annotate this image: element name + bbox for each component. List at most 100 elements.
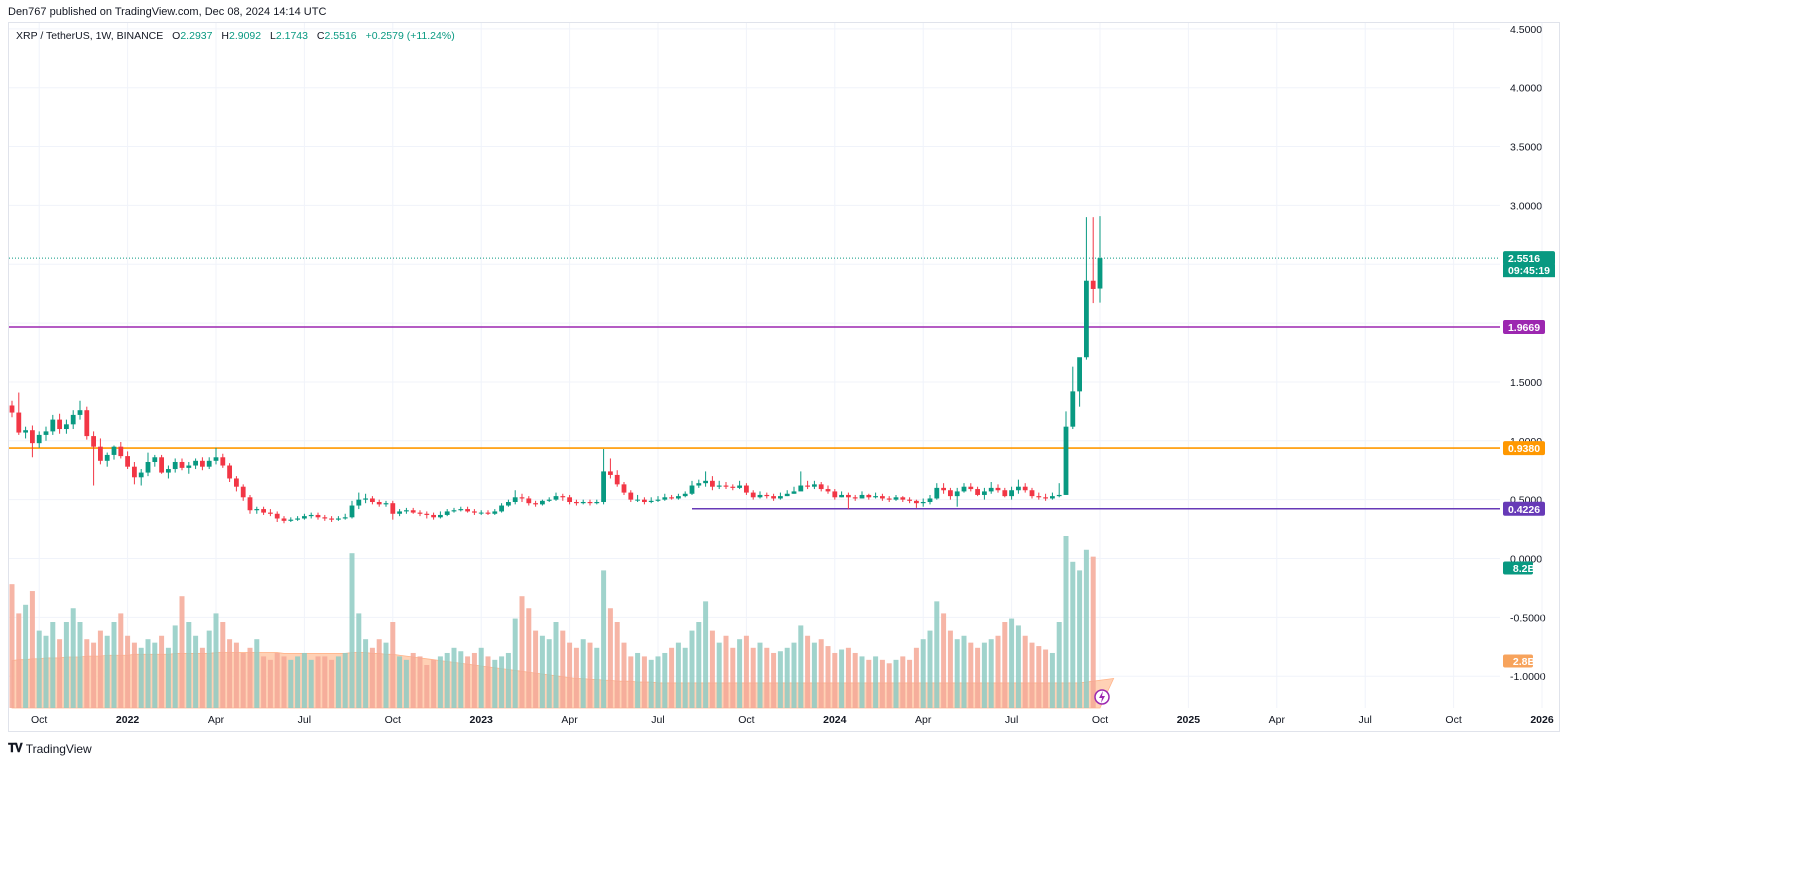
candle-body[interactable] xyxy=(900,497,906,500)
candle-body[interactable] xyxy=(574,502,579,504)
candle-body[interactable] xyxy=(30,430,35,444)
candle-body[interactable] xyxy=(1043,497,1048,499)
candle-body[interactable] xyxy=(179,461,185,468)
candle-body[interactable] xyxy=(512,497,518,503)
candle-body[interactable] xyxy=(166,469,171,473)
candle-body[interactable] xyxy=(1056,494,1062,497)
candle-body[interactable] xyxy=(200,460,205,467)
candle-body[interactable] xyxy=(730,486,736,488)
candle-body[interactable] xyxy=(240,486,246,498)
candle-body[interactable] xyxy=(349,505,355,518)
candle-body[interactable] xyxy=(852,497,858,499)
candle-body[interactable] xyxy=(716,485,722,487)
candle-body[interactable] xyxy=(676,496,681,499)
candle-body[interactable] xyxy=(982,491,987,495)
candle-body[interactable] xyxy=(662,497,668,500)
candle-body[interactable] xyxy=(145,461,151,473)
candle-body[interactable] xyxy=(1002,490,1008,497)
candle-body[interactable] xyxy=(642,499,647,503)
candle-body[interactable] xyxy=(329,518,334,520)
candle-body[interactable] xyxy=(594,502,600,504)
candle-body[interactable] xyxy=(274,513,280,519)
candle-body[interactable] xyxy=(1016,486,1021,491)
candle-body[interactable] xyxy=(485,512,491,514)
candle-body[interactable] xyxy=(1050,496,1055,499)
candle-body[interactable] xyxy=(975,489,980,495)
candle-body[interactable] xyxy=(193,460,198,466)
candle-body[interactable] xyxy=(587,502,593,504)
candle-body[interactable] xyxy=(907,499,912,501)
candle-body[interactable] xyxy=(9,405,15,413)
candle-body[interactable] xyxy=(914,500,919,504)
candle-body[interactable] xyxy=(920,502,926,504)
candle-body[interactable] xyxy=(784,493,790,497)
candle-body[interactable] xyxy=(315,514,321,518)
candle-body[interactable] xyxy=(696,483,702,486)
candle-body[interactable] xyxy=(16,412,22,433)
candle-body[interactable] xyxy=(444,511,450,515)
candle-body[interactable] xyxy=(213,457,219,461)
candle-body[interactable] xyxy=(1097,258,1103,289)
candle-body[interactable] xyxy=(138,472,144,478)
candle-body[interactable] xyxy=(866,494,872,498)
candle-body[interactable] xyxy=(254,509,260,511)
candle-body[interactable] xyxy=(948,490,953,497)
candle-body[interactable] xyxy=(417,512,423,514)
candle-body[interactable] xyxy=(404,510,409,512)
candle-body[interactable] xyxy=(186,465,192,468)
candle-body[interactable] xyxy=(376,502,382,505)
candle-body[interactable] xyxy=(669,497,674,499)
candle-body[interactable] xyxy=(968,486,974,490)
candle-body[interactable] xyxy=(247,497,253,511)
candle-body[interactable] xyxy=(859,494,865,499)
candle-body[interactable] xyxy=(458,509,464,511)
candle-body[interactable] xyxy=(506,502,511,506)
candle-body[interactable] xyxy=(567,497,572,503)
candle-body[interactable] xyxy=(50,419,56,432)
candle-body[interactable] xyxy=(812,484,817,487)
candle-body[interactable] xyxy=(941,487,946,491)
footer-brand[interactable]: 𝐓𝐕 TradingView xyxy=(8,741,92,756)
candle-body[interactable] xyxy=(302,516,307,519)
candle-body[interactable] xyxy=(560,496,566,498)
candle-body[interactable] xyxy=(689,485,695,494)
candle-body[interactable] xyxy=(295,518,300,520)
candle-body[interactable] xyxy=(499,505,504,512)
candle-body[interactable] xyxy=(873,496,878,498)
candle-body[interactable] xyxy=(608,471,613,475)
candle-body[interactable] xyxy=(533,503,538,505)
candle-body[interactable] xyxy=(771,496,776,499)
candle-body[interactable] xyxy=(172,461,178,470)
candle-body[interactable] xyxy=(118,446,124,457)
candle-body[interactable] xyxy=(281,518,287,521)
candle-body[interactable] xyxy=(84,410,90,437)
candle-body[interactable] xyxy=(635,499,640,501)
candle-body[interactable] xyxy=(356,499,362,506)
candle-body[interactable] xyxy=(424,513,430,515)
candle-body[interactable] xyxy=(1029,490,1035,497)
candle-body[interactable] xyxy=(893,497,899,500)
candle-body[interactable] xyxy=(757,494,763,498)
candle-body[interactable] xyxy=(234,478,239,487)
candle-body[interactable] xyxy=(159,457,164,473)
candle-body[interactable] xyxy=(64,424,69,430)
candle-body[interactable] xyxy=(363,498,368,500)
candle-body[interactable] xyxy=(43,431,49,435)
candle-body[interactable] xyxy=(132,466,137,478)
candle-body[interactable] xyxy=(744,485,749,493)
candle-body[interactable] xyxy=(934,487,940,499)
candle-body[interactable] xyxy=(614,474,620,485)
candle-body[interactable] xyxy=(682,493,688,497)
candle-body[interactable] xyxy=(1036,496,1042,498)
candle-body[interactable] xyxy=(880,496,885,499)
candle-body[interactable] xyxy=(342,517,348,519)
candle-body[interactable] xyxy=(431,514,436,518)
candle-body[interactable] xyxy=(805,485,810,487)
candle-body[interactable] xyxy=(98,446,103,461)
candle-body[interactable] xyxy=(832,491,838,498)
candle-body[interactable] xyxy=(988,487,994,492)
candle-body[interactable] xyxy=(390,503,396,514)
candle-body[interactable] xyxy=(478,512,484,514)
candle-body[interactable] xyxy=(723,485,729,487)
candle-body[interactable] xyxy=(77,410,83,415)
